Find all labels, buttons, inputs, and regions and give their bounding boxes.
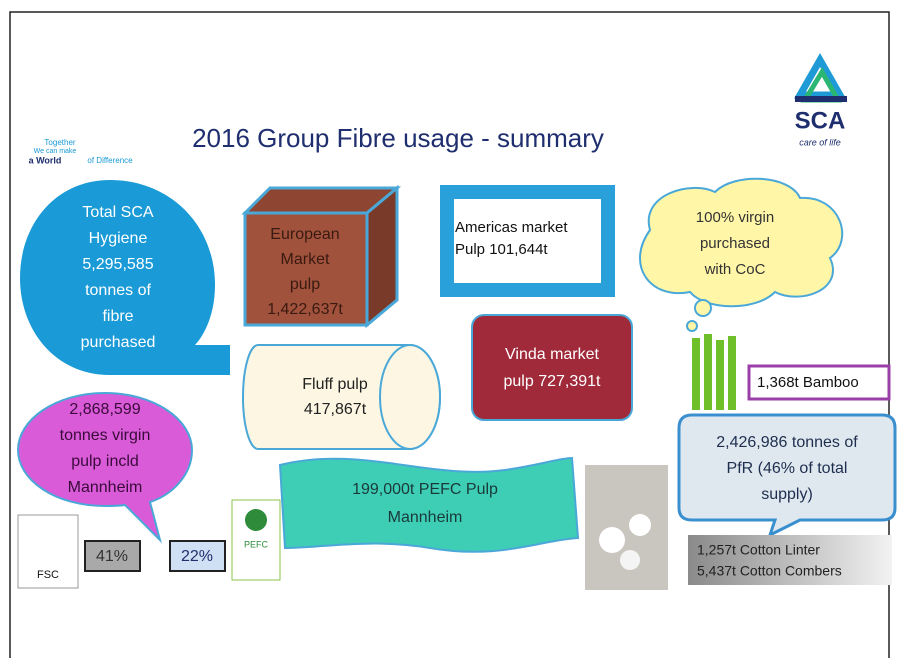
- label: tonnes of: [85, 282, 151, 299]
- label: We can make: [34, 148, 77, 155]
- label: Market: [281, 251, 330, 268]
- sca-logo: [795, 60, 847, 102]
- label: 2,868,599: [69, 401, 140, 418]
- label: PEFC: [244, 539, 269, 549]
- label: Hygiene: [89, 230, 148, 247]
- label: Mannheim: [68, 479, 143, 496]
- label: Together: [44, 138, 75, 147]
- title: 2016 Group Fibre usage - summary: [192, 123, 604, 153]
- label: European: [270, 226, 339, 243]
- label: 2,426,986 tonnes of: [716, 434, 858, 451]
- pefc-logo-mark: [245, 509, 267, 531]
- label: 41%: [96, 548, 128, 565]
- logo-tagline: care of life: [799, 137, 841, 147]
- label: of Difference: [87, 156, 133, 165]
- label: PfR (46% of total: [727, 460, 848, 477]
- label: Vinda market: [505, 346, 600, 363]
- slide: 2016 Group Fibre usage - summary SCA car…: [0, 0, 899, 658]
- cotton-image: [585, 465, 668, 590]
- label: 5,295,585: [82, 256, 153, 273]
- label: 5,437t Cotton Combers: [697, 563, 842, 579]
- label: with CoC: [704, 261, 766, 278]
- bamboo-image: [692, 334, 736, 410]
- logo-text: SCA: [795, 107, 846, 134]
- label: 417,867t: [304, 401, 367, 418]
- label: 22%: [181, 548, 213, 565]
- label: pulp 727,391t: [504, 373, 602, 390]
- label: a World: [29, 155, 62, 165]
- label: 199,000t PEFC Pulp: [352, 481, 498, 498]
- label: Americas market: [455, 219, 568, 236]
- label: 100% virgin: [696, 209, 774, 226]
- label: pulp incld: [71, 453, 139, 470]
- cylinder: [243, 345, 440, 449]
- label: 1,257t Cotton Linter: [697, 542, 820, 558]
- label: fibre: [102, 308, 133, 325]
- label: 1,368t Bamboo: [757, 374, 859, 391]
- pefc-banner: [280, 458, 578, 552]
- page: 2016 Group Fibre usage - summary SCA car…: [0, 0, 899, 658]
- label: purchased: [700, 235, 770, 252]
- vinda-box: [472, 315, 632, 420]
- label: Mannheim: [388, 509, 463, 526]
- label: purchased: [81, 334, 156, 351]
- label: pulp: [290, 276, 320, 293]
- label: Total SCA: [82, 204, 153, 221]
- label: Fluff pulp: [302, 376, 368, 393]
- label: Pulp 101,644t: [455, 241, 548, 258]
- label: FSC: [37, 569, 59, 581]
- label: supply): [761, 486, 813, 503]
- label: 1,422,637t: [267, 301, 343, 318]
- label: tonnes virgin: [60, 427, 151, 444]
- cloud: [640, 179, 842, 331]
